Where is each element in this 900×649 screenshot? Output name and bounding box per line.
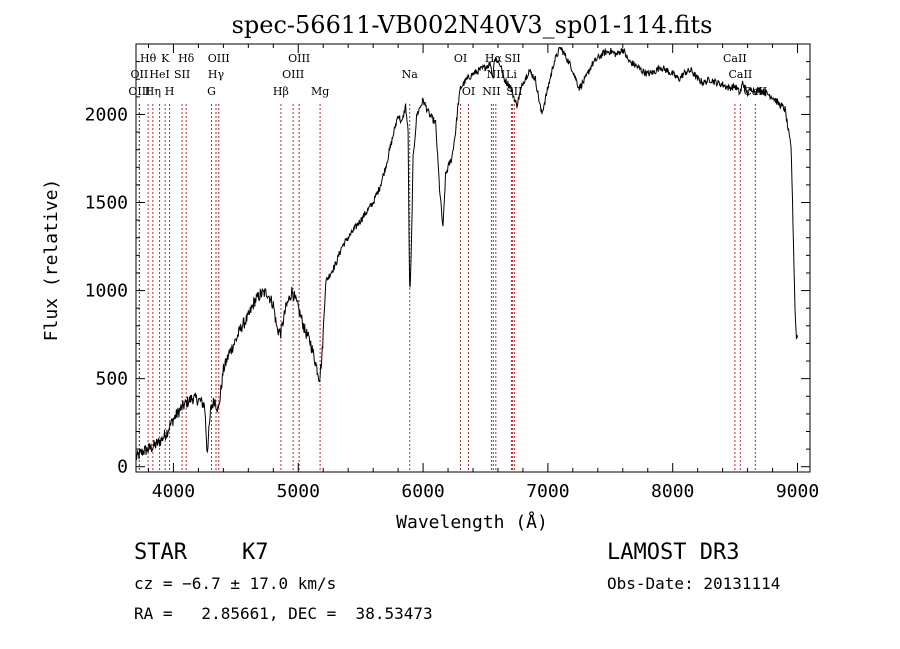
line-marker-label: OIII [128, 85, 150, 98]
line-marker-label: SII [504, 52, 520, 65]
line-marker-label: OII [131, 68, 149, 81]
line-marker-label: K [161, 52, 170, 65]
line-marker-label: Li [506, 68, 517, 81]
line-marker-label: CaII [729, 68, 753, 81]
x-tick-label: 5000 [277, 481, 320, 502]
y-tick-label: 0 [117, 457, 128, 478]
plot-frame [135, 43, 811, 473]
line-marker-label: Hγ [208, 68, 225, 81]
y-tick-label: 500 [95, 369, 128, 390]
x-axis-label: Wavelength (Å) [396, 511, 548, 533]
class-label: STAR [134, 540, 187, 565]
chart-title: spec-56611-VB002N40V3_sp01-114.fits [232, 11, 713, 39]
x-tick-label: 9000 [776, 481, 819, 502]
line-marker-label: CaII [743, 85, 767, 98]
line-marker-label: SII [174, 68, 190, 81]
x-tick-label: 4000 [152, 481, 195, 502]
line-marker-label: OIII [288, 52, 310, 65]
line-marker-label: Mg [311, 85, 329, 98]
line-marker-label: OIII [208, 52, 230, 65]
x-tick-label: 6000 [401, 481, 444, 502]
line-marker-label: H [165, 85, 175, 98]
subclass-label: K7 [242, 540, 269, 565]
line-marker-label: OIII [282, 68, 304, 81]
y-tick-label: 1000 [85, 281, 128, 302]
y-tick-label: 1500 [85, 193, 128, 214]
spectrum-line [135, 46, 798, 460]
redshift-text: cz = −6.7 ± 17.0 km/s [134, 574, 337, 593]
coordinates-text: RA = 2.85661, DEC = 38.53473 [134, 604, 433, 623]
line-marker-label: CaII [723, 52, 747, 65]
line-marker-label: OI [462, 85, 475, 98]
line-marker-label: NII [482, 85, 500, 98]
line-marker-label: Hθ [140, 52, 157, 65]
y-axis-label: Flux (relative) [41, 179, 62, 342]
line-marker-label: Hβ [273, 85, 289, 98]
x-tick-label: 7000 [526, 481, 569, 502]
survey-label: LAMOST DR3 [607, 540, 740, 565]
obs-date-text: Obs-Date: 20131114 [607, 574, 781, 593]
line-marker-label: OI [454, 52, 467, 65]
x-tick-label: 8000 [651, 481, 694, 502]
line-marker-label: Na [402, 68, 419, 81]
line-marker-label: Hδ [178, 52, 195, 65]
line-marker-label: HeI [149, 68, 169, 81]
line-marker-label: Hη [145, 85, 161, 98]
y-tick-label: 2000 [85, 104, 128, 125]
plot-area [135, 46, 798, 460]
axes: 4000 5000 6000 7000 8000 9000 0 500 1000 1500 2000 [85, 43, 819, 502]
line-marker-label: G [207, 85, 216, 98]
spectrum-chart: spec-56611-VB002N40V3_sp01-114.fits Hθ OI… [41, 11, 819, 533]
